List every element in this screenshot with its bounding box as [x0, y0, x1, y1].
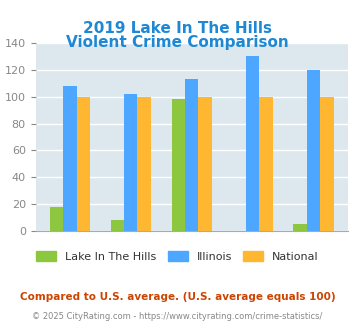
Bar: [77, 97, 90, 231]
Bar: [63, 86, 77, 231]
Bar: [111, 220, 124, 231]
Bar: [307, 70, 320, 231]
Bar: [260, 97, 273, 231]
Bar: [198, 97, 212, 231]
Bar: [185, 79, 198, 231]
Bar: [246, 56, 260, 231]
Legend: Lake In The Hills, Illinois, National: Lake In The Hills, Illinois, National: [32, 247, 323, 267]
Bar: [171, 99, 185, 231]
Text: 2019 Lake In The Hills: 2019 Lake In The Hills: [83, 21, 272, 36]
Text: Violent Crime Comparison: Violent Crime Comparison: [66, 35, 289, 50]
Bar: [137, 97, 151, 231]
Text: © 2025 CityRating.com - https://www.cityrating.com/crime-statistics/: © 2025 CityRating.com - https://www.city…: [32, 312, 323, 321]
Bar: [50, 207, 63, 231]
Text: Compared to U.S. average. (U.S. average equals 100): Compared to U.S. average. (U.S. average …: [20, 292, 335, 302]
Bar: [294, 224, 307, 231]
Bar: [320, 97, 334, 231]
Bar: [124, 94, 137, 231]
